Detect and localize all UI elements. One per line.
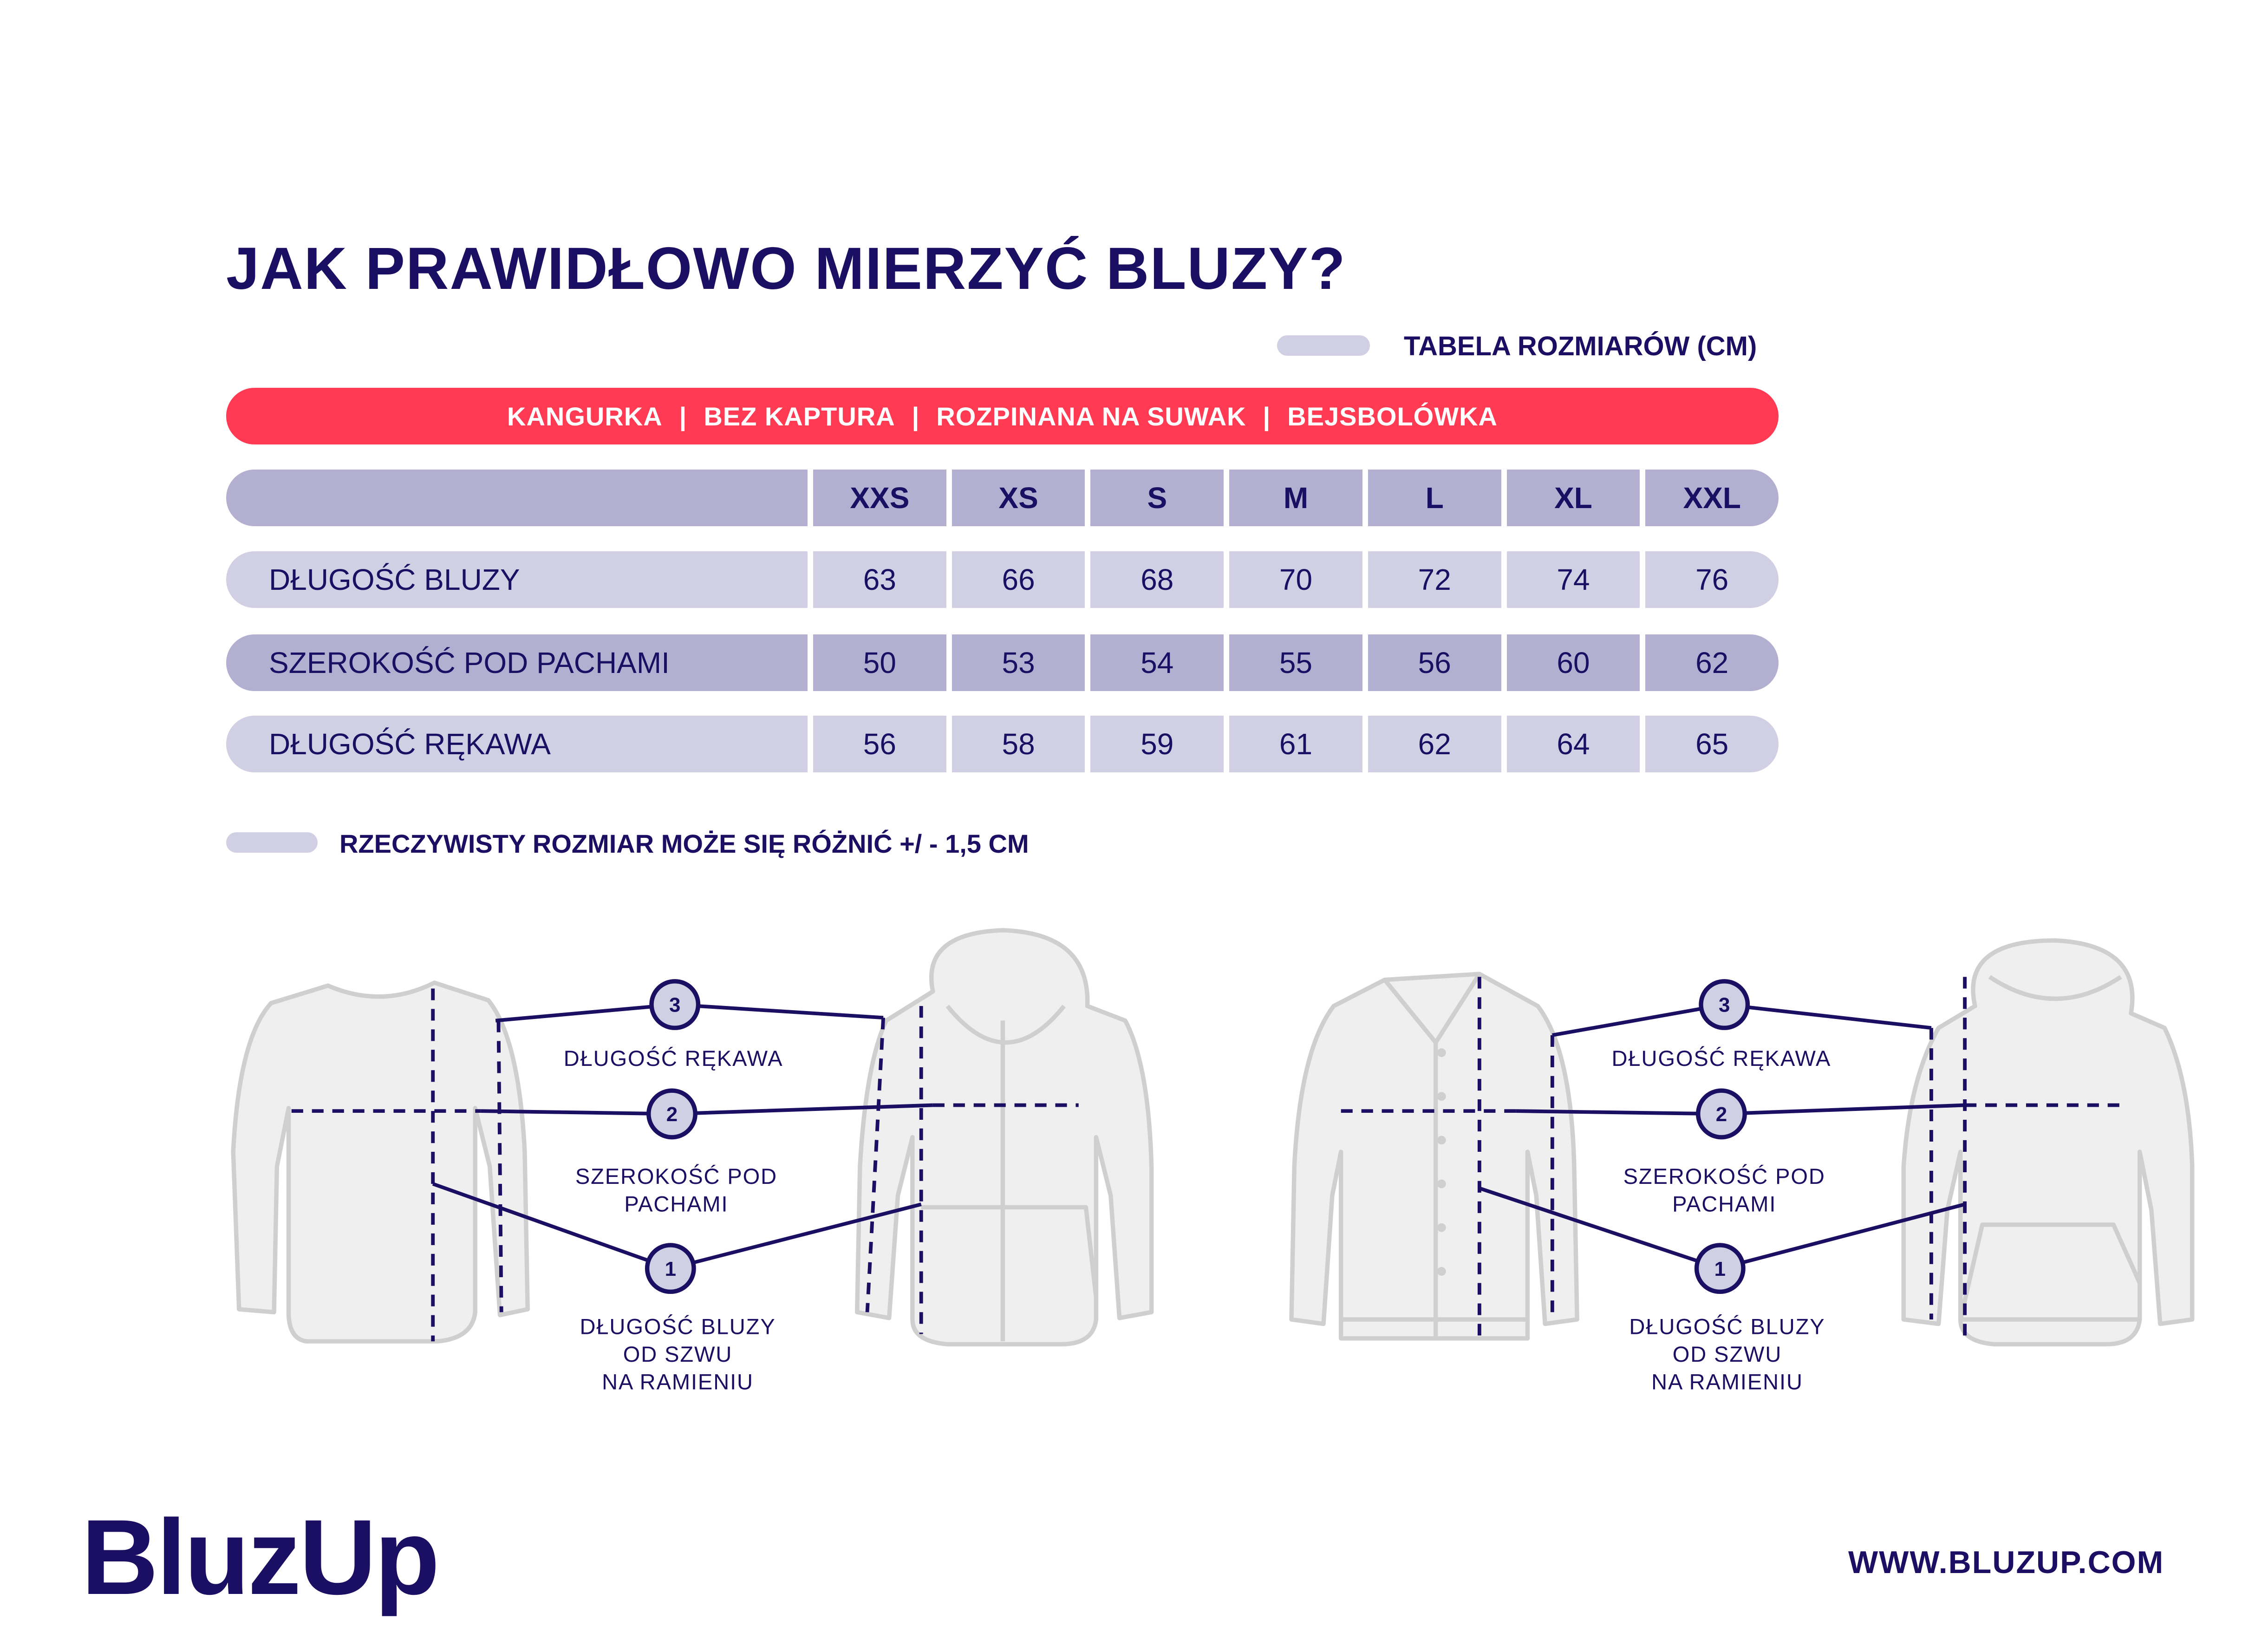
value-cell: 62 <box>1368 716 1501 772</box>
value-cell: 61 <box>1229 716 1362 772</box>
length-label-2: OD SZWU <box>1673 1342 1782 1366</box>
value-cell: 58 <box>952 716 1085 772</box>
value-cell: 74 <box>1506 551 1640 608</box>
marker-2 <box>1696 1088 1747 1140</box>
length-label-3: NA RAMIENIU <box>1651 1370 1803 1394</box>
brand-logo: BluzUp <box>81 1497 440 1617</box>
table-row: DŁUGOŚĆ BLUZY 63 66 68 70 72 74 76 <box>226 551 1779 608</box>
value-cell: 70 <box>1229 551 1362 608</box>
width-label-1: SZEROKOŚĆ POD <box>1623 1164 1825 1188</box>
length-label-2: OD SZWU <box>623 1342 732 1366</box>
sweatshirt-illustration <box>231 980 530 1344</box>
marker-3-label: 3 <box>1719 994 1730 1017</box>
separator: | <box>1263 401 1271 431</box>
sleeve-length-label: DŁUGOŚĆ RĘKAWA <box>1612 1046 1831 1071</box>
marker-3-label: 3 <box>669 994 680 1017</box>
legend-swatch <box>1277 335 1370 356</box>
type-bez-kaptura: BEZ KAPTURA <box>704 401 895 431</box>
separator: | <box>679 401 687 431</box>
length-label-1: DŁUGOŚĆ BLUZY <box>580 1314 776 1339</box>
value-cell: 53 <box>952 634 1085 691</box>
size-header-xxl: XXL <box>1645 470 1779 526</box>
marker-1-label: 1 <box>1714 1258 1726 1280</box>
type-kangurka: KANGURKA <box>507 401 663 431</box>
marker-2 <box>646 1088 697 1140</box>
value-cell: 59 <box>1090 716 1224 772</box>
value-cell: 68 <box>1090 551 1224 608</box>
value-cell: 63 <box>813 551 946 608</box>
sleeve-length-label: DŁUGOŚĆ RĘKAWA <box>564 1046 783 1071</box>
marker-1-label: 1 <box>665 1258 676 1280</box>
page-title: JAK PRAWIDŁOWO MIERZYĆ BLUZY? <box>226 235 1346 302</box>
marker-2-label: 2 <box>666 1103 678 1126</box>
table-row: DŁUGOŚĆ RĘKAWA 56 58 59 61 62 64 65 <box>226 716 1779 772</box>
marker-1 <box>1694 1243 1746 1294</box>
width-label-2: PACHAMI <box>624 1192 728 1216</box>
size-header-xl: XL <box>1506 470 1640 526</box>
width-label-1: SZEROKOŚĆ POD <box>575 1164 777 1188</box>
type-bejsbolowka: BEJSBOLÓWKA <box>1287 401 1498 431</box>
row-label: DŁUGOŚĆ RĘKAWA <box>226 716 808 772</box>
size-header-l: L <box>1368 470 1501 526</box>
value-cell: 76 <box>1645 551 1779 608</box>
marker-3 <box>1699 979 1750 1030</box>
value-cell: 56 <box>813 716 946 772</box>
size-header-m: M <box>1229 470 1362 526</box>
value-cell: 54 <box>1090 634 1224 691</box>
size-header-s: S <box>1090 470 1224 526</box>
table-row: SZEROKOŚĆ POD PACHAMI 50 53 54 55 56 60 62 <box>226 634 1779 691</box>
type-rozpinana: ROZPINANA NA SUWAK <box>936 401 1246 431</box>
value-cell: 60 <box>1506 634 1640 691</box>
length-label-1: DŁUGOŚĆ BLUZY <box>1629 1314 1825 1339</box>
note-swatch <box>226 832 318 853</box>
hoodie-types-bar: KANGURKA | BEZ KAPTURA | ROZPINANA NA SU… <box>226 388 1779 444</box>
table-header-row: XXS XS S M L XL XXL <box>226 470 1779 526</box>
tolerance-note: RZECZYWISTY ROZMIAR MOŻE SIĘ RÓŻNIĆ +/ -… <box>339 829 1029 858</box>
length-label-3: NA RAMIENIU <box>602 1370 754 1394</box>
value-cell: 64 <box>1506 716 1640 772</box>
website-link[interactable]: WWW.BLUZUP.COM <box>1848 1545 2164 1580</box>
header-empty-cell <box>226 470 808 526</box>
marker-1 <box>645 1243 696 1294</box>
value-cell: 72 <box>1368 551 1501 608</box>
size-header-xs: XS <box>952 470 1085 526</box>
value-cell: 65 <box>1645 716 1779 772</box>
separator: | <box>912 401 920 431</box>
value-cell: 55 <box>1229 634 1362 691</box>
value-cell: 56 <box>1368 634 1501 691</box>
row-label: SZEROKOŚĆ POD PACHAMI <box>226 634 808 691</box>
size-header-xxs: XXS <box>813 470 946 526</box>
value-cell: 50 <box>813 634 946 691</box>
value-cell: 66 <box>952 551 1085 608</box>
legend-label: TABELA ROZMIARÓW (CM) <box>1404 331 1757 361</box>
marker-2-label: 2 <box>1716 1103 1727 1126</box>
row-label: DŁUGOŚĆ BLUZY <box>226 551 808 608</box>
width-label-2: PACHAMI <box>1672 1192 1776 1216</box>
marker-3 <box>649 979 701 1030</box>
value-cell: 62 <box>1645 634 1779 691</box>
